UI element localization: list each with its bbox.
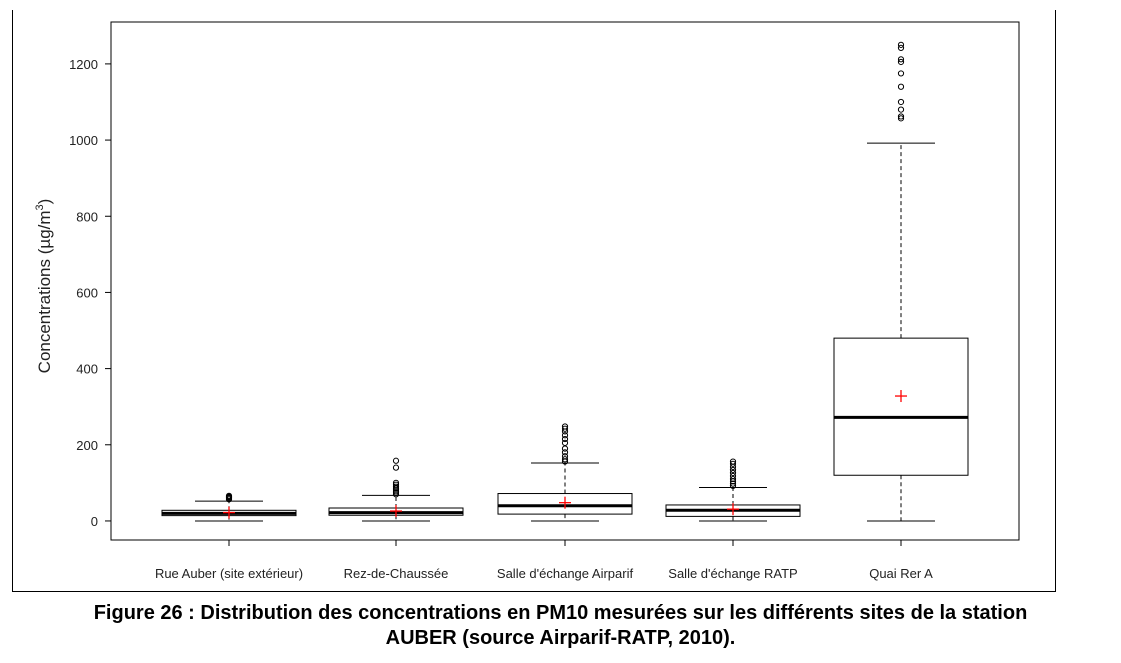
y-tick-label: 1200	[69, 57, 98, 72]
outlier-point	[392, 483, 400, 490]
outlier-point	[561, 449, 569, 456]
outlier-point	[561, 439, 569, 446]
outlier-point	[561, 453, 569, 460]
outlier-point	[729, 460, 737, 467]
outlier-point	[897, 58, 905, 66]
x-tick-label: Salle d'échange Airparif	[497, 566, 634, 581]
outlier-point	[897, 70, 905, 77]
outlier-point	[729, 466, 737, 474]
outlier-point	[561, 456, 569, 463]
outlier-point	[561, 425, 569, 432]
figure-frame	[12, 10, 1056, 592]
box-group	[497, 423, 633, 522]
outlier-point	[561, 432, 569, 439]
outlier-point	[897, 113, 905, 120]
x-tick-label: Salle d'échange RATP	[668, 566, 797, 581]
outlier-point	[897, 106, 905, 113]
y-tick-label: 800	[76, 209, 98, 224]
boxplot-chart: 0 200 400 600 800 1000 1200 Concentrations (µg/…	[34, 21, 1020, 581]
box-group	[833, 41, 969, 522]
y-axis-title: Concentrations (µg/m3)	[34, 199, 54, 374]
box-group	[328, 457, 464, 522]
y-tick-label: 1000	[69, 133, 98, 148]
y-tick-label: 0	[91, 514, 98, 529]
outlier-point	[561, 445, 569, 452]
outlier-point	[897, 44, 905, 52]
box-group	[665, 458, 801, 522]
figure-caption-line2: AUBER (source Airparif-RATP, 2010).	[385, 627, 736, 649]
outlier-point	[392, 481, 400, 488]
outlier-point	[561, 435, 569, 443]
outlier-point	[392, 479, 400, 486]
x-tick-label: Rez-de-Chaussée	[344, 566, 449, 581]
outlier-point	[729, 472, 737, 480]
figure-caption-line1: Figure 26 : Distribution des concentrati…	[93, 602, 1028, 624]
outlier-point	[897, 115, 905, 122]
outlier-point	[729, 475, 737, 483]
y-tick-label: 600	[76, 285, 98, 300]
outlier-point	[897, 41, 905, 48]
outlier-point	[561, 423, 569, 430]
outlier-point	[729, 480, 737, 487]
outlier-point	[225, 492, 233, 499]
outlier-point	[729, 458, 737, 465]
y-tick-label: 200	[76, 438, 98, 453]
outlier-point	[392, 457, 400, 464]
outlier-point	[729, 482, 737, 490]
x-tick-label: Rue Auber (site extérieur)	[155, 566, 303, 581]
outlier-point	[392, 464, 400, 471]
x-tick-label: Quai Rer A	[869, 566, 933, 581]
outlier-point	[897, 98, 905, 106]
y-tick-label: 400	[76, 362, 98, 377]
box-group	[161, 492, 297, 522]
outlier-point	[729, 469, 737, 477]
outlier-point	[897, 56, 905, 63]
outlier-point	[897, 83, 905, 90]
box-iqr	[833, 337, 969, 476]
